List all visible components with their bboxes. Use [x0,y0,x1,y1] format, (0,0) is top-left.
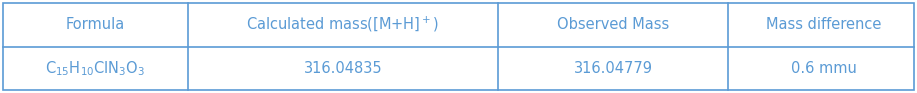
Text: 316.04779: 316.04779 [573,61,653,76]
Text: Mass difference: Mass difference [767,17,881,32]
Text: Formula: Formula [66,17,125,32]
Text: 316.04835: 316.04835 [304,61,382,76]
Text: C$_{15}$H$_{10}$ClN$_3$O$_3$: C$_{15}$H$_{10}$ClN$_3$O$_3$ [46,59,146,78]
Text: Observed Mass: Observed Mass [557,17,669,32]
Text: Calculated mass([M+H]$^+$): Calculated mass([M+H]$^+$) [247,15,439,34]
Text: 0.6 mmu: 0.6 mmu [791,61,857,76]
